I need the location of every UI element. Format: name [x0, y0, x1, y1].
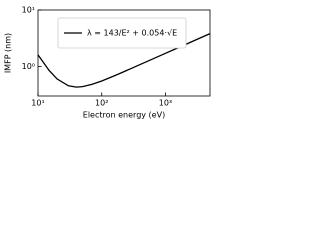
y-tick-label: 10¹ — [22, 6, 35, 15]
plot-frame — [37, 9, 211, 97]
chart: Electron energy (eV) IMFP (nm) 10¹ 10² 10³… — [4, 6, 211, 120]
y-axis-label: IMFP (nm) — [4, 33, 13, 73]
x-tick-label: 10¹ — [31, 99, 44, 108]
legend-label: λ = 143/E² + 0.054·√E — [87, 29, 177, 38]
legend-box — [57, 17, 187, 49]
x-tick-label: 10³ — [159, 99, 172, 108]
x-tick-label: 10² — [95, 99, 108, 108]
y-tick-label: 10⁰ — [22, 62, 35, 71]
x-axis-label: Electron energy (eV) — [83, 111, 165, 120]
